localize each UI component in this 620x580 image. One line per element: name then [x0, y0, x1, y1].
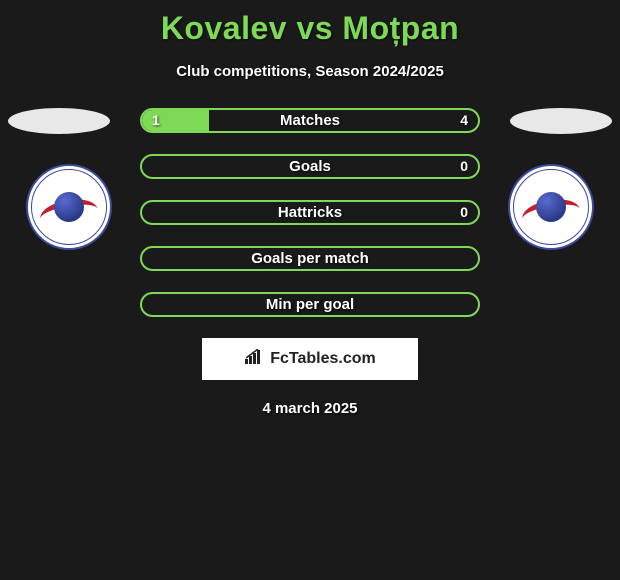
club-badge-left [26, 164, 112, 250]
brand-text: FcTables.com [270, 350, 376, 368]
stat-right-value: 4 [460, 110, 468, 131]
stat-bars: 1 Matches 4 Goals 0 Hattricks 0 Goals pe… [140, 108, 480, 317]
subtitle: Club competitions, Season 2024/2025 [0, 63, 620, 80]
stat-bar-goals-per-match: Goals per match [140, 246, 480, 271]
stat-label: Hattricks [142, 202, 478, 223]
stat-bar-min-per-goal: Min per goal [140, 292, 480, 317]
chart-icon [244, 349, 264, 370]
club-badge-right [508, 164, 594, 250]
player-left-avatar-placeholder [8, 108, 110, 134]
stat-label: Goals [142, 156, 478, 177]
stat-bar-hattricks: Hattricks 0 [140, 200, 480, 225]
player-right-avatar-placeholder [510, 108, 612, 134]
page-title: Kovalev vs Moțpan [0, 0, 620, 47]
stat-right-value: 0 [460, 202, 468, 223]
stat-label: Min per goal [142, 294, 478, 315]
date-line: 4 march 2025 [0, 400, 620, 417]
stat-bar-matches: 1 Matches 4 [140, 108, 480, 133]
stat-right-value: 0 [460, 156, 468, 177]
stat-label: Goals per match [142, 248, 478, 269]
brand-box[interactable]: FcTables.com [202, 338, 418, 380]
stat-bar-goals: Goals 0 [140, 154, 480, 179]
stat-label: Matches [142, 110, 478, 131]
comparison-content: 1 Matches 4 Goals 0 Hattricks 0 Goals pe… [0, 108, 620, 417]
